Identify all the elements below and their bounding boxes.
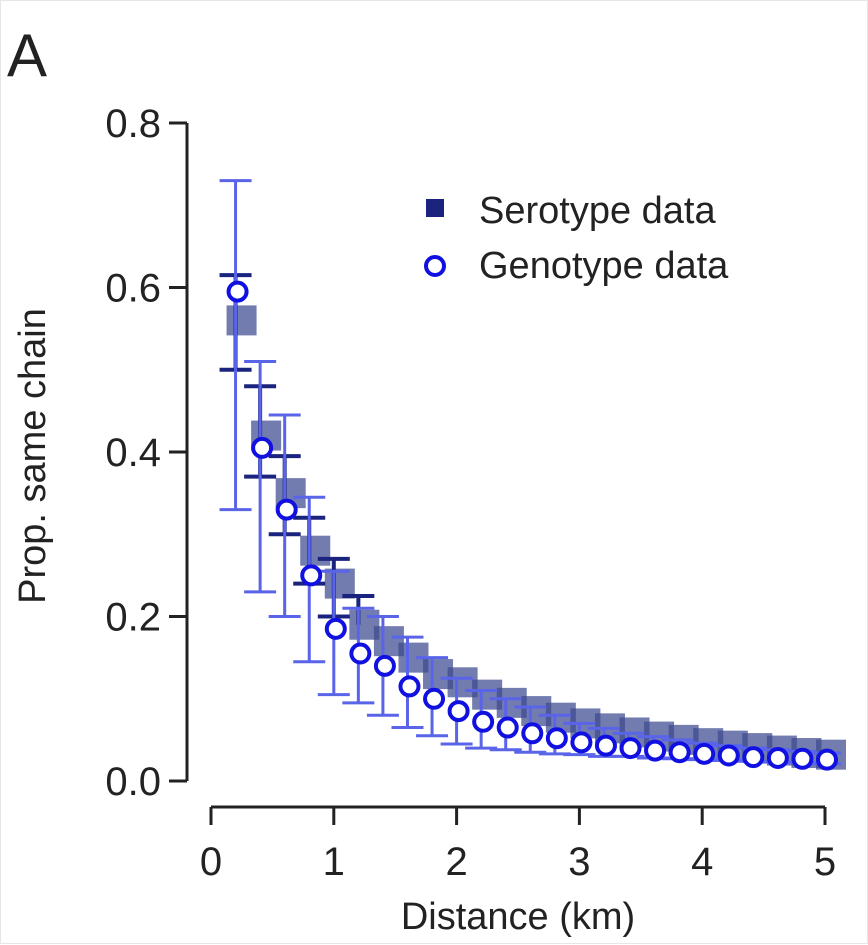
genotype-point [816,748,838,771]
serotype-point [226,305,257,336]
legend-genotype-label: Genotype data [479,245,729,287]
genotype-point [668,741,691,764]
genotype-point [521,722,544,745]
legend-genotype-marker [424,255,446,277]
genotype-point [594,734,617,757]
y-axis-label: Prop. same chain [12,308,54,604]
genotype-point [300,564,323,587]
genotype-point [742,746,765,769]
genotype-point [619,737,642,760]
x-tick-label: 4 [691,840,713,884]
y-tick-label: 0.6 [105,267,161,311]
y-tick-label: 0.4 [105,431,161,475]
genotype-point [251,436,274,459]
y-axis: 0.0 0.2 0.4 0.6 0.8 [105,102,189,804]
y-tick-label: 0.8 [105,102,161,146]
genotype-point [275,498,298,521]
genotype-point [717,744,740,767]
genotype-point [472,710,495,733]
x-axis: 0 1 2 3 4 5 [200,805,836,884]
genotype-point [570,731,593,754]
genotype-point [496,716,519,739]
genotype-error-bar [219,179,252,512]
genotype-point [226,280,249,303]
x-tick-label: 1 [323,840,345,884]
genotype-point [766,746,789,769]
x-tick-label: 2 [445,840,467,884]
genotype-point [373,654,396,677]
legend: Serotype data Genotype data [424,190,729,287]
serotype-series [226,305,846,770]
x-tick-label: 3 [568,840,590,884]
genotype-point [324,617,347,640]
legend-serotype-label: Serotype data [479,190,716,232]
genotype-point [349,642,372,665]
genotype-point [398,675,421,698]
genotype-point [693,742,716,765]
genotype-error-bar [244,360,277,594]
serotype-point [324,568,355,599]
y-tick-label: 0.0 [105,760,161,804]
x-tick-label: 0 [200,840,222,884]
serotype-point [300,535,331,566]
legend-serotype-marker [426,199,444,217]
panel-letter: A [7,22,47,89]
genotype-point [644,739,667,762]
genotype-point [447,700,470,723]
genotype-point [423,687,446,710]
x-tick-label: 5 [814,840,836,884]
genotype-point [791,747,814,770]
x-axis-label: Distance (km) [401,896,635,938]
y-tick-label: 0.2 [105,596,161,640]
genotype-series [226,280,838,771]
genotype-point [545,727,568,750]
